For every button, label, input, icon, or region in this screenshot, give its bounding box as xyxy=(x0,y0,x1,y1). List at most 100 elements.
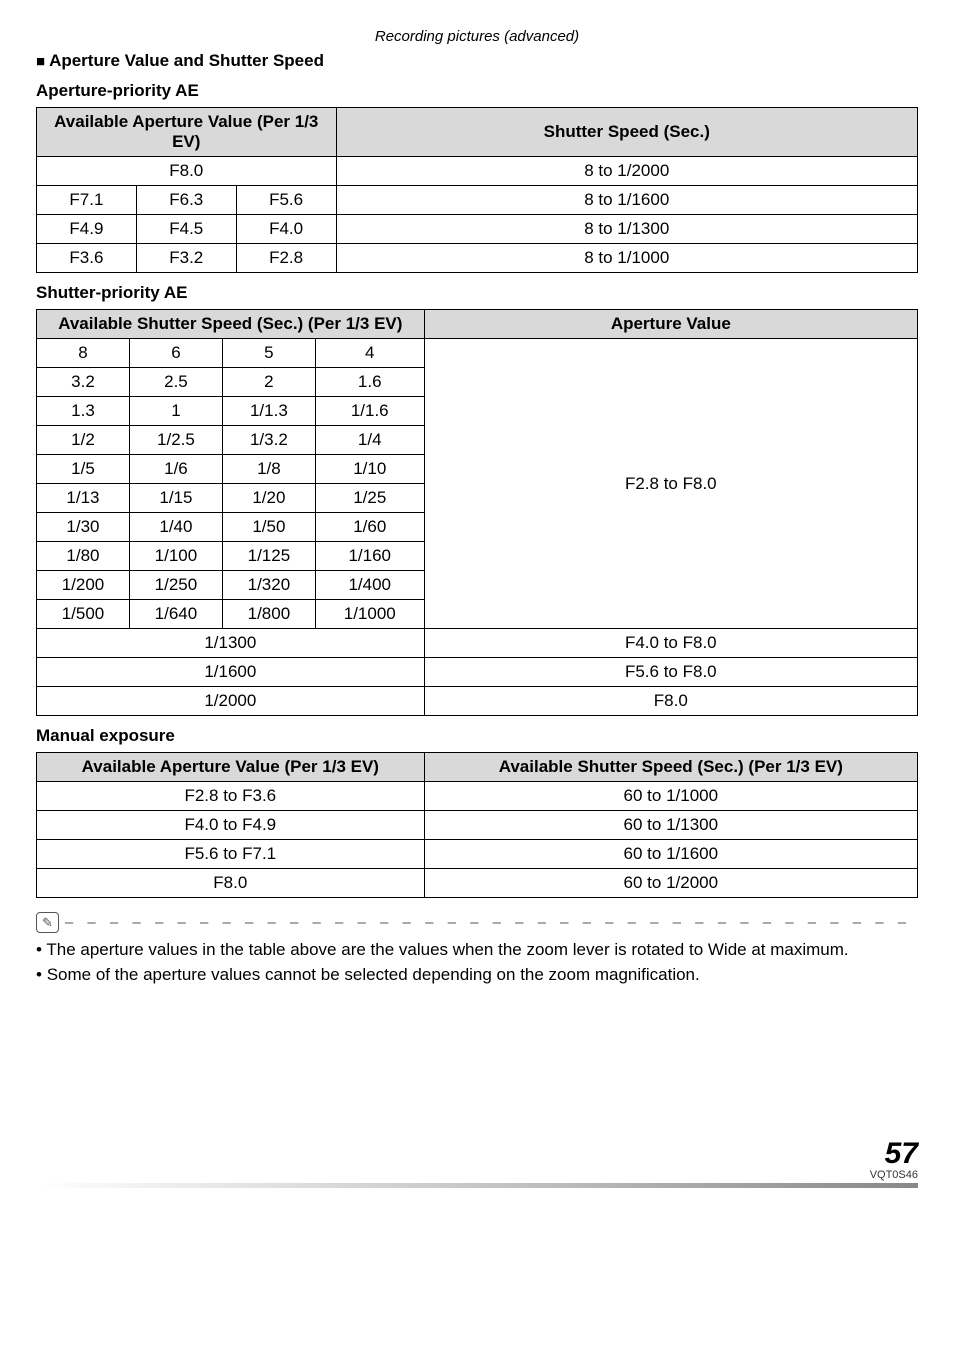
table-shutter-priority: Available Shutter Speed (Sec.) (Per 1/3 … xyxy=(36,309,918,716)
notes-icon: ✎ xyxy=(36,912,59,933)
cell-shutter: 60 to 1/1300 xyxy=(424,811,917,840)
cell-shutter: 1/80 xyxy=(37,542,130,571)
th-aperture: Available Aperture Value (Per 1/3 EV) xyxy=(37,753,425,782)
cell-aperture: F4.0 to F4.9 xyxy=(37,811,425,840)
cell-shutter: 1/500 xyxy=(37,600,130,629)
cell-shutter: 1/640 xyxy=(129,600,222,629)
cell-shutter: 1/1600 xyxy=(37,658,425,687)
cell-shutter: 1/100 xyxy=(129,542,222,571)
cell-aperture: F4.9 xyxy=(37,215,137,244)
cell-aperture: F4.0 xyxy=(236,215,336,244)
cell-shutter: 1/160 xyxy=(315,542,424,571)
page-number: 57 xyxy=(36,1137,918,1171)
th-aperture-values: Available Aperture Value (Per 1/3 EV) xyxy=(37,108,337,157)
cell-shutter: 1/15 xyxy=(129,484,222,513)
cell-shutter: 1/2 xyxy=(37,426,130,455)
cell-shutter: 1/50 xyxy=(222,513,315,542)
cell-shutter: 8 to 1/1300 xyxy=(336,215,917,244)
cell-shutter: 2.5 xyxy=(129,368,222,397)
cell-aperture: F8.0 xyxy=(424,687,917,716)
cell-shutter: 1 xyxy=(129,397,222,426)
cell-shutter: 1/20 xyxy=(222,484,315,513)
cell-shutter: 1/8 xyxy=(222,455,315,484)
cell-shutter: 1.3 xyxy=(37,397,130,426)
cell-shutter: 8 xyxy=(37,339,130,368)
subheading-shutter-priority: Shutter-priority AE xyxy=(36,283,918,303)
cell-shutter: 1/2000 xyxy=(37,687,425,716)
page-footer: 57 VQT0S46 xyxy=(36,1137,918,1188)
section-heading-text: Aperture Value and Shutter Speed xyxy=(49,51,324,70)
cell-shutter: 60 to 1/1000 xyxy=(424,782,917,811)
cell-shutter: 1/60 xyxy=(315,513,424,542)
cell-shutter: 60 to 1/2000 xyxy=(424,869,917,898)
cell-shutter: 1/13 xyxy=(37,484,130,513)
cell-shutter: 1/2.5 xyxy=(129,426,222,455)
table-row: F3.6 F3.2 F2.8 8 to 1/1000 xyxy=(37,244,918,273)
dash-line: – – – – – – – – – – – – – – – – – – – – … xyxy=(65,914,918,931)
cell-shutter: 1/6 xyxy=(129,455,222,484)
th-shutter-speed: Shutter Speed (Sec.) xyxy=(336,108,917,157)
th-aperture-value: Aperture Value xyxy=(424,310,917,339)
cell-aperture: F4.0 to F8.0 xyxy=(424,629,917,658)
cell-shutter: 8 to 1/1000 xyxy=(336,244,917,273)
notes-list: The aperture values in the table above a… xyxy=(36,939,918,987)
cell-aperture: F7.1 xyxy=(37,186,137,215)
cell-shutter: 60 to 1/1600 xyxy=(424,840,917,869)
square-bullet-icon: ■ xyxy=(36,53,45,70)
cell-shutter: 1/800 xyxy=(222,600,315,629)
cell-aperture: F5.6 xyxy=(236,186,336,215)
table-row: 1/1300 F4.0 to F8.0 xyxy=(37,629,918,658)
table-row: F7.1 F6.3 F5.6 8 to 1/1600 xyxy=(37,186,918,215)
cell-shutter: 3.2 xyxy=(37,368,130,397)
note-item: The aperture values in the table above a… xyxy=(36,939,918,962)
cell-shutter: 5 xyxy=(222,339,315,368)
cell-aperture-range: F2.8 to F8.0 xyxy=(424,339,917,629)
cell-shutter: 1/200 xyxy=(37,571,130,600)
subheading-aperture-priority: Aperture-priority AE xyxy=(36,81,918,101)
cell-aperture: F8.0 xyxy=(37,157,337,186)
cell-shutter: 1/125 xyxy=(222,542,315,571)
table-row: F4.9 F4.5 F4.0 8 to 1/1300 xyxy=(37,215,918,244)
cell-shutter: 6 xyxy=(129,339,222,368)
chapter-header: Recording pictures (advanced) xyxy=(36,28,918,45)
cell-aperture: F4.5 xyxy=(136,215,236,244)
cell-shutter: 8 to 1/2000 xyxy=(336,157,917,186)
cell-shutter: 4 xyxy=(315,339,424,368)
footer-bar xyxy=(36,1183,918,1188)
table-row: F8.0 60 to 1/2000 xyxy=(37,869,918,898)
table-row: F4.0 to F4.9 60 to 1/1300 xyxy=(37,811,918,840)
cell-shutter: 1/1300 xyxy=(37,629,425,658)
cell-shutter: 2 xyxy=(222,368,315,397)
cell-aperture: F2.8 to F3.6 xyxy=(37,782,425,811)
cell-shutter: 1/25 xyxy=(315,484,424,513)
cell-shutter: 1/3.2 xyxy=(222,426,315,455)
notes-divider: ✎ – – – – – – – – – – – – – – – – – – – … xyxy=(36,912,918,933)
cell-aperture: F2.8 xyxy=(236,244,336,273)
cell-aperture: F3.6 xyxy=(37,244,137,273)
cell-shutter: 1/320 xyxy=(222,571,315,600)
table-aperture-priority: Available Aperture Value (Per 1/3 EV) Sh… xyxy=(36,107,918,273)
cell-shutter: 1/4 xyxy=(315,426,424,455)
table-row: 1/1600 F5.6 to F8.0 xyxy=(37,658,918,687)
table-row: 8 6 5 4 F2.8 to F8.0 xyxy=(37,339,918,368)
table-row: 1/2000 F8.0 xyxy=(37,687,918,716)
cell-shutter: 1/400 xyxy=(315,571,424,600)
cell-aperture: F8.0 xyxy=(37,869,425,898)
cell-aperture: F5.6 to F8.0 xyxy=(424,658,917,687)
note-item: Some of the aperture values cannot be se… xyxy=(36,964,918,987)
cell-shutter: 1/1.3 xyxy=(222,397,315,426)
cell-shutter: 1/40 xyxy=(129,513,222,542)
cell-aperture: F6.3 xyxy=(136,186,236,215)
th-shutter-values: Available Shutter Speed (Sec.) (Per 1/3 … xyxy=(37,310,425,339)
table-row: F8.0 8 to 1/2000 xyxy=(37,157,918,186)
section-heading-aperture-shutter: ■Aperture Value and Shutter Speed xyxy=(36,51,918,71)
table-row: F5.6 to F7.1 60 to 1/1600 xyxy=(37,840,918,869)
cell-shutter: 1/30 xyxy=(37,513,130,542)
subheading-manual-exposure: Manual exposure xyxy=(36,726,918,746)
th-shutter: Available Shutter Speed (Sec.) (Per 1/3 … xyxy=(424,753,917,782)
cell-shutter: 1/10 xyxy=(315,455,424,484)
cell-aperture: F5.6 to F7.1 xyxy=(37,840,425,869)
cell-shutter: 1/250 xyxy=(129,571,222,600)
cell-aperture: F3.2 xyxy=(136,244,236,273)
cell-shutter: 1/1000 xyxy=(315,600,424,629)
